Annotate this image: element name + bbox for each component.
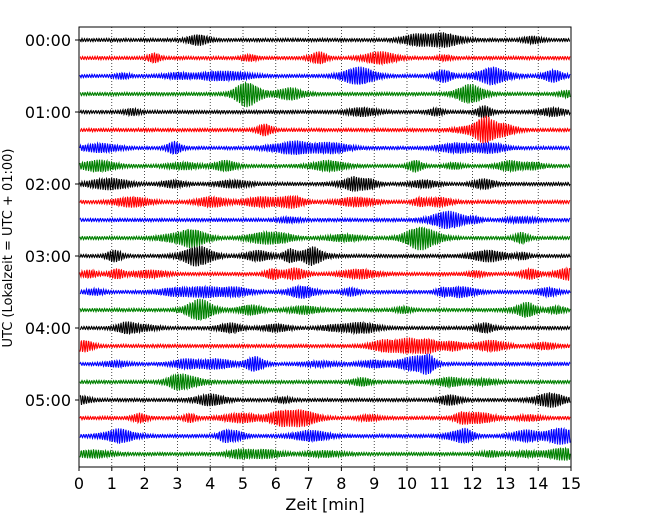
y-axis-ticks: 00:00 01:00 02:00 03:00 04:00 05:00 bbox=[25, 31, 79, 410]
x-tick-label: 8 bbox=[336, 474, 346, 493]
x-tick-label: 13 bbox=[495, 474, 515, 493]
y-tick-label: 02:00 bbox=[25, 175, 71, 194]
trace-line bbox=[79, 66, 571, 86]
x-tick-label: 0 bbox=[74, 474, 84, 493]
x-tick-label: 7 bbox=[304, 474, 314, 493]
x-axis-label: Zeit [min] bbox=[285, 495, 364, 514]
seismic-traces bbox=[79, 32, 571, 461]
trace-line bbox=[79, 409, 571, 428]
y-tick-label: 05:00 bbox=[25, 391, 71, 410]
y-tick-label: 03:00 bbox=[25, 247, 71, 266]
y-axis-label: UTC (Lokalzeit = UTC + 01:00) bbox=[1, 149, 16, 348]
trace-line bbox=[79, 298, 571, 322]
trace-line bbox=[79, 194, 571, 210]
x-tick-label: 3 bbox=[172, 474, 182, 493]
trace-line bbox=[79, 426, 571, 445]
x-tick-label: 12 bbox=[462, 474, 482, 493]
x-tick-label: 9 bbox=[369, 474, 379, 493]
trace-line bbox=[79, 373, 571, 391]
trace-line bbox=[79, 140, 571, 156]
grid-lines bbox=[111, 27, 539, 467]
x-tick-label: 2 bbox=[140, 474, 150, 493]
trace-line bbox=[79, 210, 571, 230]
x-tick-label: 15 bbox=[561, 474, 581, 493]
y-tick-label: 04:00 bbox=[25, 319, 71, 338]
trace-line bbox=[79, 320, 571, 336]
trace-line bbox=[79, 245, 571, 267]
x-axis-ticks: 0 1 2 3 4 5 6 7 8 9 10 11 12 13 14 15 bbox=[74, 467, 581, 493]
x-tick-label: 14 bbox=[528, 474, 548, 493]
trace-line bbox=[79, 284, 571, 300]
trace-line bbox=[79, 446, 571, 461]
trace-line bbox=[79, 105, 571, 119]
trace-line bbox=[79, 158, 571, 174]
trace-line bbox=[79, 80, 571, 108]
x-tick-label: 1 bbox=[107, 474, 117, 493]
trace-line bbox=[79, 32, 571, 48]
trace-line bbox=[79, 337, 571, 355]
y-tick-label: 00:00 bbox=[25, 31, 71, 50]
trace-line bbox=[79, 51, 571, 67]
x-tick-label: 5 bbox=[238, 474, 248, 493]
trace-line bbox=[79, 266, 571, 282]
x-tick-label: 6 bbox=[271, 474, 281, 493]
x-tick-label: 4 bbox=[205, 474, 215, 493]
y-tick-label: 01:00 bbox=[25, 103, 71, 122]
x-tick-label: 10 bbox=[397, 474, 417, 493]
plot-frame bbox=[78, 26, 572, 468]
trace-line bbox=[79, 392, 571, 408]
trace-line bbox=[79, 353, 571, 375]
trace-line bbox=[79, 115, 571, 144]
trace-line bbox=[79, 176, 571, 193]
trace-line bbox=[79, 226, 571, 251]
x-tick-label: 11 bbox=[430, 474, 450, 493]
